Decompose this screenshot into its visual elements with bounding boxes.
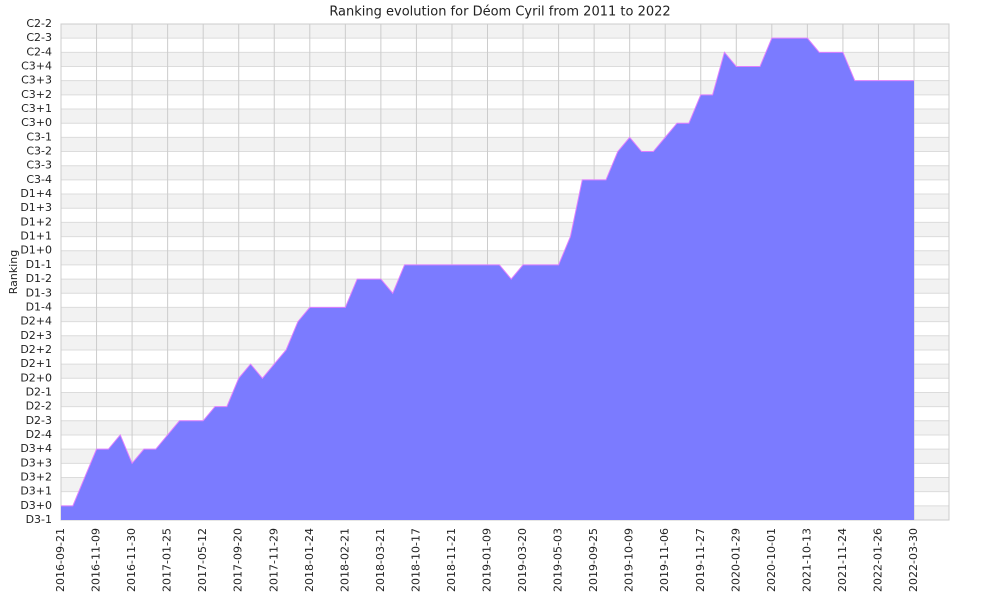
y-tick-label: D3+0 — [20, 499, 52, 512]
y-tick-label: C2-3 — [26, 31, 52, 44]
y-tick-label: D1+2 — [20, 215, 52, 228]
x-tick-label: 2017-05-12 — [196, 528, 209, 592]
x-tick-label: 2021-11-24 — [836, 528, 849, 592]
y-tick-label: D2-1 — [26, 385, 52, 398]
y-tick-label: D1-1 — [26, 258, 52, 271]
x-tick-label: 2021-10-13 — [800, 528, 813, 592]
y-tick-label: D1+0 — [20, 244, 52, 257]
x-tick-label: 2019-11-27 — [694, 528, 707, 592]
y-tick-label: C3-2 — [26, 145, 52, 158]
y-tick-label: C3+2 — [21, 88, 52, 101]
y-tick-label: C2-2 — [26, 17, 52, 30]
x-tick-label: 2018-02-21 — [338, 528, 351, 592]
y-tick-label: D2+1 — [20, 357, 52, 370]
y-tick-label: D1+3 — [20, 201, 52, 214]
y-tick-label: D3+1 — [20, 485, 52, 498]
x-tick-label: 2017-01-25 — [161, 528, 174, 592]
y-tick-label: D1-4 — [26, 300, 52, 313]
y-tick-label: D1+1 — [20, 230, 52, 243]
y-tick-label: D2-2 — [26, 400, 52, 413]
x-tick-label: 2019-10-09 — [623, 528, 636, 592]
y-tick-label: D1-3 — [26, 286, 52, 299]
x-tick-label: 2016-11-30 — [125, 528, 138, 592]
y-tick-label: D1+4 — [20, 187, 52, 200]
y-tick-label: C2-4 — [26, 45, 52, 58]
y-tick-label: D1-2 — [26, 272, 52, 285]
grid-band — [61, 24, 949, 39]
y-tick-label: C3-3 — [26, 159, 52, 172]
x-tick-label: 2019-09-25 — [587, 528, 600, 592]
x-tick-label: 2016-11-09 — [90, 528, 103, 592]
y-tick-label: C3+4 — [21, 60, 52, 73]
x-tick-label: 2018-10-17 — [409, 528, 422, 592]
x-tick-label: 2020-01-29 — [729, 528, 742, 592]
line — [61, 37, 914, 507]
x-tick-label: 2017-11-29 — [267, 528, 280, 592]
y-tick-label: D2+3 — [20, 329, 52, 342]
y-tick-label: D2+0 — [20, 371, 52, 384]
y-axis-label: Ranking — [7, 250, 20, 295]
area — [61, 38, 914, 521]
y-tick-label: D3+4 — [20, 442, 52, 455]
x-tick-label: 2022-03-30 — [907, 528, 920, 592]
chart-title: Ranking evolution for Déom Cyril from 20… — [329, 5, 670, 20]
x-tick-label: 2020-10-01 — [765, 528, 778, 592]
x-tick-label: 2019-03-20 — [516, 528, 529, 592]
x-tick-label: 2017-09-20 — [232, 528, 245, 592]
y-tick-label: C3+1 — [21, 102, 52, 115]
x-tick-label: 2018-01-24 — [303, 528, 316, 592]
x-tick-label: 2019-11-06 — [658, 528, 671, 592]
y-tick-label: D2+4 — [20, 315, 52, 328]
y-tick-label: D2-4 — [26, 428, 52, 441]
x-tick-label: 2018-11-21 — [445, 528, 458, 592]
y-tick-label: C3+0 — [21, 116, 52, 129]
y-tick-label: C3-1 — [26, 130, 52, 143]
x-tick-label: 2019-01-09 — [481, 528, 494, 592]
x-tick-label: 2016-09-21 — [54, 528, 67, 592]
y-tick-label: D2-3 — [26, 414, 52, 427]
y-tick-label: D3+2 — [20, 470, 52, 483]
y-tick-label: D3+3 — [20, 456, 52, 469]
y-tick-label: C3+3 — [21, 74, 52, 87]
y-tick-label: D3-1 — [26, 513, 52, 526]
y-tick-label: C3-4 — [26, 173, 52, 186]
x-tick-label: 2019-05-03 — [552, 528, 565, 592]
x-tick-label: 2022-01-26 — [871, 528, 884, 592]
y-tick-label: D2+2 — [20, 343, 52, 356]
x-tick-label: 2018-03-21 — [374, 528, 387, 592]
